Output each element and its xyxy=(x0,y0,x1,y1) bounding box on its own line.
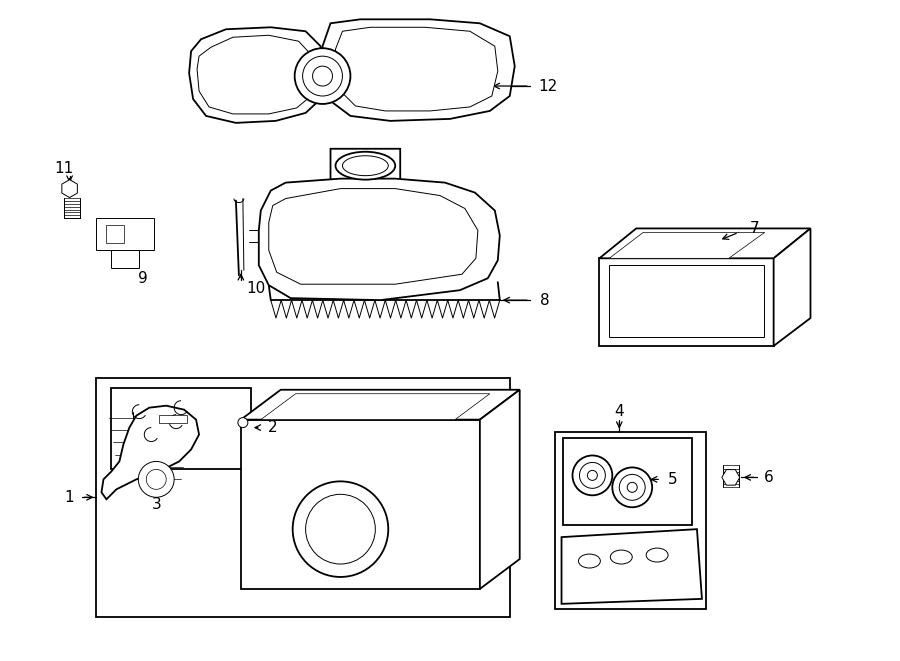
Circle shape xyxy=(572,455,612,495)
Text: 4: 4 xyxy=(615,404,624,419)
Circle shape xyxy=(306,494,375,564)
Bar xyxy=(599,258,774,346)
Polygon shape xyxy=(774,229,811,346)
Circle shape xyxy=(238,418,248,428)
Circle shape xyxy=(619,475,645,500)
Bar xyxy=(554,432,706,609)
Text: 9: 9 xyxy=(139,271,148,286)
Polygon shape xyxy=(62,180,77,198)
Bar xyxy=(112,251,140,268)
Text: 6: 6 xyxy=(764,470,773,485)
Text: 5: 5 xyxy=(668,472,678,487)
Bar xyxy=(562,438,692,525)
Ellipse shape xyxy=(646,548,668,562)
Circle shape xyxy=(292,481,388,577)
Polygon shape xyxy=(197,35,312,114)
Polygon shape xyxy=(189,27,322,123)
Bar xyxy=(106,225,124,243)
Circle shape xyxy=(312,66,332,86)
Text: 7: 7 xyxy=(750,221,760,236)
Circle shape xyxy=(627,483,637,492)
Bar xyxy=(241,420,480,589)
Bar xyxy=(96,378,509,617)
Ellipse shape xyxy=(336,152,395,180)
Bar xyxy=(609,265,764,337)
Polygon shape xyxy=(562,529,702,604)
Ellipse shape xyxy=(610,550,632,564)
Polygon shape xyxy=(480,390,519,589)
Polygon shape xyxy=(269,188,478,284)
Bar xyxy=(96,219,154,251)
Polygon shape xyxy=(330,149,400,186)
Polygon shape xyxy=(722,469,740,485)
Circle shape xyxy=(588,471,598,481)
Text: 3: 3 xyxy=(151,497,161,512)
Polygon shape xyxy=(322,19,515,121)
Polygon shape xyxy=(609,233,765,258)
Circle shape xyxy=(294,48,350,104)
Polygon shape xyxy=(599,229,811,258)
Text: 10: 10 xyxy=(247,281,266,295)
Text: 1: 1 xyxy=(65,490,75,505)
Text: 12: 12 xyxy=(538,79,557,94)
Circle shape xyxy=(580,463,606,488)
Polygon shape xyxy=(102,406,199,499)
Polygon shape xyxy=(261,394,490,420)
Polygon shape xyxy=(241,390,519,420)
Circle shape xyxy=(612,467,652,507)
Polygon shape xyxy=(259,178,500,300)
Text: 11: 11 xyxy=(54,161,73,176)
Bar xyxy=(112,388,251,469)
Ellipse shape xyxy=(343,156,388,176)
Text: 2: 2 xyxy=(268,420,277,435)
Circle shape xyxy=(139,461,175,497)
Ellipse shape xyxy=(579,554,600,568)
Circle shape xyxy=(147,469,166,489)
Text: 8: 8 xyxy=(540,293,549,307)
Bar xyxy=(159,414,187,422)
Circle shape xyxy=(302,56,343,96)
Polygon shape xyxy=(336,27,498,111)
